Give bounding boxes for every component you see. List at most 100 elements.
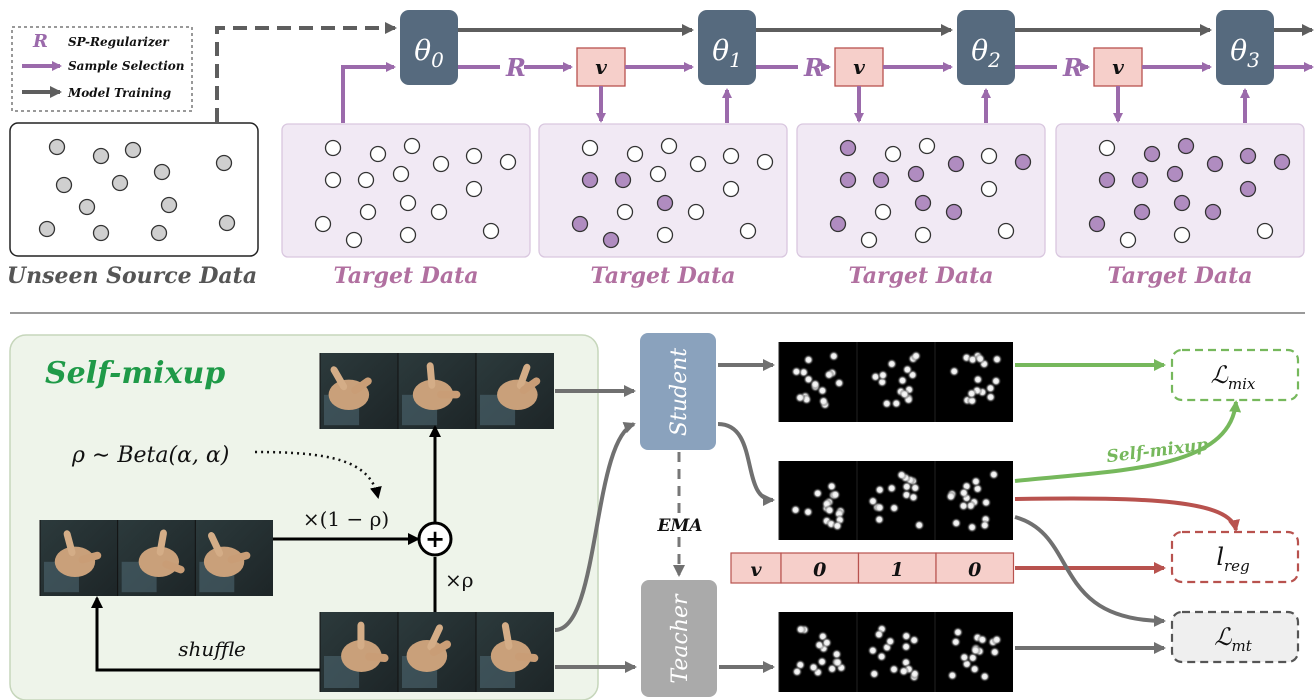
ema-label-bg [654,513,706,537]
hand-image-frame [194,520,273,596]
hand-image-frame [39,520,118,596]
target-sample [399,226,417,244]
keypoint-blob [896,469,908,481]
source-sample [78,198,96,216]
legend-sp-regularizer: SP-Regularizer [68,35,170,49]
keypoint-blob [874,484,886,496]
rho-dotted-arrow [254,450,382,499]
keypoint-blob [791,666,803,678]
target-data-box-0: Target Data [281,123,531,289]
keypoint-blob [969,663,981,675]
hand-image-frame [319,353,398,429]
target-sample [722,180,740,198]
keypoint-blob [823,369,835,381]
self-mixup-arrow [1014,400,1242,483]
student-heatmap-strip [778,461,1013,540]
model-theta-3 [1216,10,1274,85]
keypoint-blob [867,645,879,657]
keypoint-blob [890,397,902,409]
target-sample [656,226,674,244]
student-label: Student [667,348,692,436]
rho-formula: ρ ∼ Beta(α, α) [71,443,229,468]
keypoint-blob [913,519,925,531]
keypoint-blob [950,636,962,648]
keypoint-blob [808,661,820,673]
keypoint-blob [873,628,885,640]
keypoint-blob [809,378,821,390]
keypoint-blob [980,497,992,509]
keypoint-blob [868,668,880,680]
target-sample [399,194,417,212]
selected-target-sample [1173,194,1191,212]
source-sample [124,141,142,159]
keypoint-blob [984,382,996,394]
target-sample [465,180,483,198]
keypoint-blob [795,623,807,635]
model-label-0: θ0 [414,34,444,72]
selected-target-sample [1239,147,1257,165]
mix-heatmap-strip [778,342,1013,422]
target-sample [918,137,936,155]
selected-target-sample [1177,137,1195,155]
selected-target-sample [1014,153,1032,171]
v-value-cell [857,552,937,584]
target-data-box-3: Target Data [1055,123,1305,289]
loss-reg-text: lreg [1216,543,1249,575]
shuffled-image-strip [39,520,273,596]
selected-target-sample [1273,153,1291,171]
keypoint-blob [826,480,838,492]
keypoint-blob [991,634,1003,646]
pred-to-loss-mt-arrow [1014,515,1166,627]
selected-target-sample [1204,203,1222,221]
selected-target-sample [914,194,932,212]
v-cell [730,552,782,584]
v-value: 1 [891,559,904,581]
keypoint-blob [831,520,843,532]
loss-mt-text: ℒmt [1214,623,1253,655]
keypoint-blob [876,651,888,663]
source-sample [150,224,168,242]
target-sample [980,147,998,165]
teacher-heatmap-strip [778,612,1013,692]
source-sample [92,224,110,242]
keypoint-blob [829,489,841,501]
student-to-pred-heatmaps-arrow [717,422,775,506]
hand-image-frame [397,612,476,692]
source-sample [92,147,110,165]
teacher-model [641,580,717,697]
loss-mt-box [1170,610,1300,664]
hand-image-frame [319,612,398,692]
rho-label: ×ρ [445,568,474,592]
keypoint-blob [874,502,886,514]
selected-target-sample [947,155,965,173]
legend-sample-selection: Sample Selection [68,59,185,73]
target-sample [314,215,332,233]
keypoint-blob [818,395,830,407]
target-sample [465,147,483,165]
keypoint-blob [790,366,802,378]
keypoint-blob [832,656,844,668]
keypoint-blob [907,491,919,503]
keypoint-blob [790,504,802,516]
keypoint-blob [821,637,833,649]
original-to-student-arrow [554,421,636,632]
selected-target-sample [1131,171,1149,189]
source-caption: Unseen Source Data [7,263,257,289]
sample-selector-label: v [853,55,865,79]
keypoint-blob [888,663,900,675]
keypoint-blob [794,392,806,404]
regularizer-label: R [1062,53,1083,82]
selected-target-sample [1239,180,1257,198]
target-sample [722,147,740,165]
target-caption-2: Target Data [848,263,993,289]
source-sample [153,163,171,181]
target-data-box-1: Target Data [538,123,788,289]
selected-target-sample [1098,171,1116,189]
keypoint-blob [897,375,909,387]
keypoint-blob [824,504,836,516]
target-sample [874,203,892,221]
keypoint-blob [979,671,991,683]
keypoint-blob [979,519,991,531]
target-sample [626,145,644,163]
source-sample [55,176,73,194]
